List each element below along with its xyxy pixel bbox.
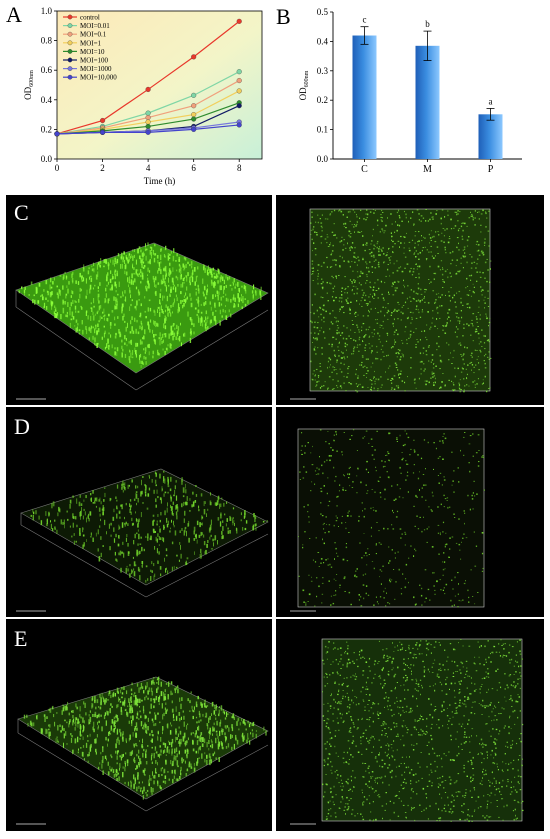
y-tick-label: 0.5 [317,7,329,17]
micrograph-c-3d [6,195,272,405]
significance-letter: a [489,96,493,106]
micrograph-c-2d [276,195,544,405]
legend-label: MOI=100 [80,57,109,65]
x-tick-label: M [423,164,432,175]
significance-letter: b [425,19,430,29]
legend-marker [67,40,73,46]
surface-3d-d [16,468,269,612]
x-axis-label: Time (h) [144,176,175,186]
y-tick-label: 0.2 [317,95,328,105]
data-point [191,92,197,98]
y-tick-label: 1.0 [41,6,53,16]
bar [415,45,440,160]
y-tick-label: 0.8 [41,36,53,46]
legend-marker [67,23,73,28]
panel-label-b: B [276,4,291,29]
legend-label: MOI=10 [80,48,105,56]
growth-curve-chart: 0.0 0.2 0.4 0.6 0.8 1.0 0 2 4 6 8 Time (h) OD600nm co… [23,6,263,186]
legend-label: MOI=1 [80,39,102,47]
surface-3d-c [15,242,269,400]
x-tick-label: 2 [100,163,105,173]
data-point [145,86,151,92]
legend-label: MOI=0.01 [80,22,110,30]
micrograph-e-3d [6,619,272,831]
data-point [54,131,60,137]
significance-letter: c [363,15,367,25]
legend-label: MOI=10,000 [80,74,117,82]
surface-3d-e [16,676,269,825]
data-point [236,69,242,75]
micrograph-d-3d [6,407,272,617]
surface-2d-e [290,638,524,825]
x-tick-label: 0 [55,163,60,173]
data-point [236,78,242,84]
y-tick-label: 0.6 [41,65,53,75]
panel-label-a: A [6,2,22,27]
x-tick-label: 4 [146,163,151,173]
data-point [191,54,197,60]
panel-label-e: E [14,626,28,651]
data-point [191,116,197,122]
y-tick-label: 0.0 [317,154,329,164]
micrograph-d-2d [276,407,544,617]
panel-label-d: D [14,414,30,439]
surface-2d-d [290,428,485,612]
x-tick-label: 8 [237,163,242,173]
y-tick-label: 0.4 [317,36,329,46]
data-point [145,129,151,135]
data-point [236,18,242,24]
data-point [191,103,197,109]
y-tick-label: 0.0 [41,154,53,164]
bar [352,35,377,159]
biofilm-od-bar-chart: 0.0 0.1 0.2 0.3 0.4 0.5 OD600nm c Cb Ma P [298,7,522,175]
x-tick-label: C [361,164,368,175]
data-point [236,103,242,109]
legend-label: control [80,14,100,22]
data-point [191,126,197,132]
micrograph-e-2d [276,619,544,831]
legend-marker [67,66,73,71]
data-point [100,117,106,124]
y-tick-label: 0.2 [41,124,52,134]
data-point [100,129,106,135]
y-axis-label: OD600nm [23,70,35,100]
y-tick-label: 0.3 [317,66,329,76]
surface-2d-c [290,208,492,400]
legend-marker [67,57,73,63]
data-point [236,88,242,94]
legend-label: MOI=1000 [80,65,112,73]
x-tick-label: 6 [191,163,196,173]
y-tick-label: 0.1 [317,125,328,135]
legend-marker [67,31,73,37]
legend-marker [67,74,73,80]
bar [478,114,503,159]
y-tick-label: 0.4 [41,95,53,105]
x-tick-label: P [488,164,494,175]
y-axis-label: OD600nm [298,70,310,100]
legend-marker [67,14,73,20]
plot-area [56,10,263,160]
legend-label: MOI=0.1 [80,31,107,39]
panel-label-c: C [14,200,29,225]
data-point [236,122,242,128]
legend-marker [67,49,73,54]
